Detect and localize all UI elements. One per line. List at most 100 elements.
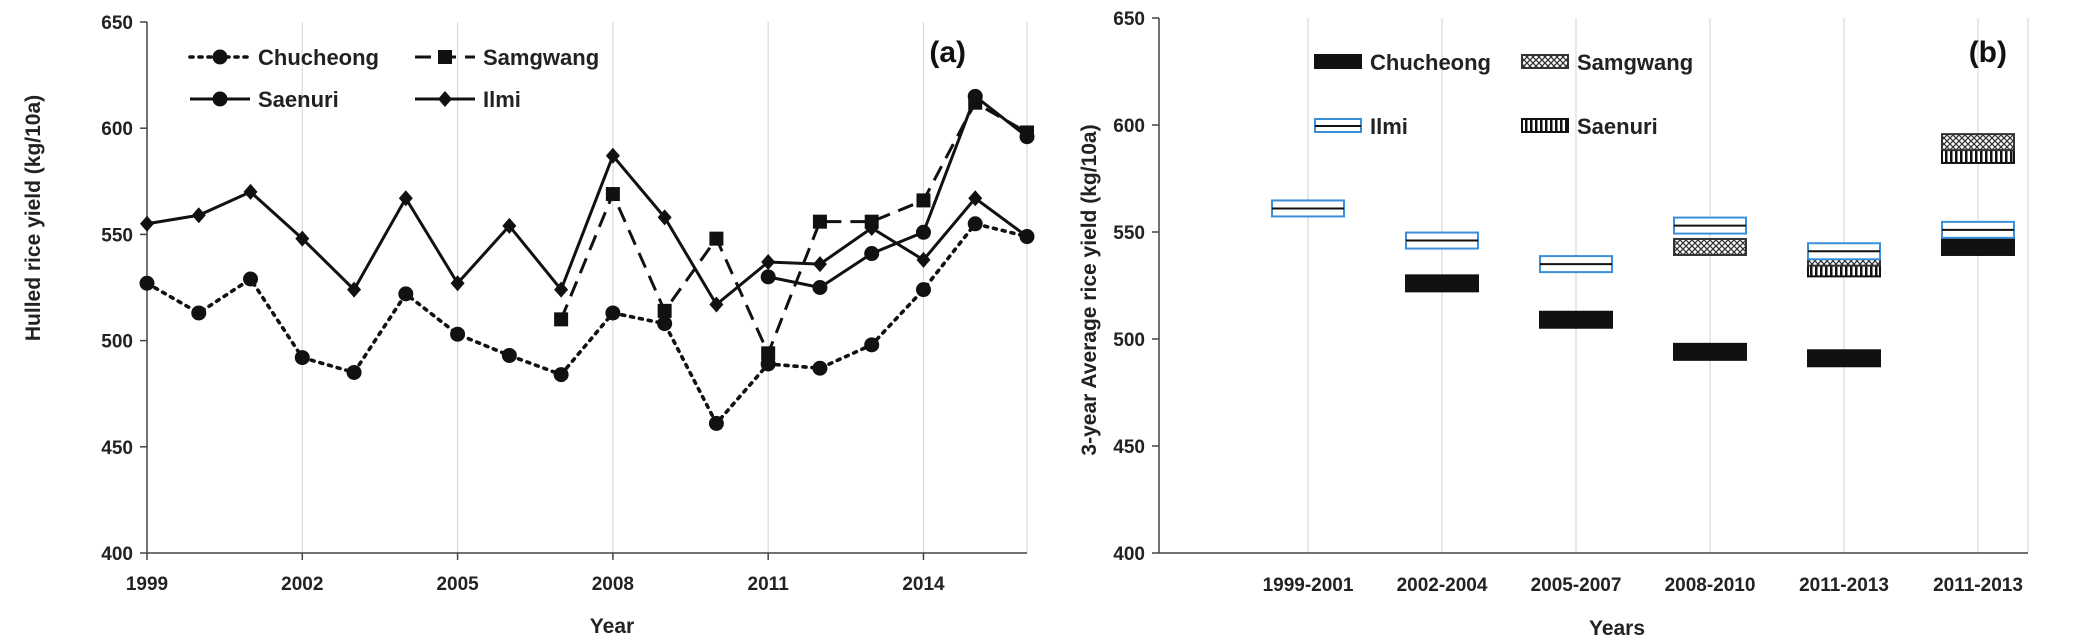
panel-b-y-tick-label: 650 [1113,9,1145,30]
data-point-ilmi [916,251,931,268]
data-point-samgwang [812,214,827,229]
data-point-samgwang [916,193,931,208]
panel-a-x-ticks: 1999 2002 2005 2008 2011 2014 [126,553,945,595]
data-point-ilmi [191,207,206,224]
box-samgwang [1673,237,1747,256]
data-point-chucheong [243,271,259,287]
panel-a-y-tick-label: 600 [101,119,133,140]
data-point-ilmi [761,254,776,271]
panel-b-y-ticks: 400 450 500 550 600 650 [1113,9,1159,565]
legend-swatch-chucheong [1314,54,1362,69]
panel-a-y-axis-label: Hulled rice yield (kg/10a) [22,95,45,341]
panel-a-x-tick-label: 2014 [902,574,945,595]
series-ilmi [140,147,1034,313]
data-point-samgwang [605,187,620,202]
panel-a-x-tick-label: 2002 [281,574,323,595]
data-point-chucheong [657,316,673,332]
legend-marker-saenuri [212,91,228,107]
series-samgwang [554,95,1034,361]
panel-a-series [139,88,1035,431]
panel-a-x-tick-label: 2005 [436,574,479,595]
data-point-saenuri [812,280,828,295]
legend-label-ilmi: Ilmi [1370,114,1408,139]
panel-b: 400 450 500 550 600 650 1999-2001 2002-2004 200… [1078,9,2029,640]
legend-label-chucheong: Chucheong [1370,50,1491,75]
panel-b-x-ticks: 1999-2001 2002-2004 2005-2007 2008-2010 2011… [1263,575,2023,596]
data-point-ilmi [243,183,258,200]
legend-entry-ilmi: Ilmi [415,87,521,112]
panel-b-x-tick-label: 1999-2001 [1263,575,1354,596]
legend-label-saenuri: Saenuri [1577,114,1658,139]
panel-a-x-tick-label: 2011 [748,574,790,595]
series-line-chucheong [145,221,1029,427]
panel-a-y-tick-label: 450 [101,438,133,459]
data-point-ilmi [864,220,879,237]
data-point-ilmi [605,147,620,164]
panel-a-y-tick-label: 400 [101,544,133,565]
legend-label-saenuri: Saenuri [258,87,339,112]
data-point-chucheong [967,216,983,232]
data-point-chucheong [346,364,362,380]
data-point-chucheong [294,350,310,366]
data-point-ilmi [657,209,672,226]
data-point-samgwang [657,303,672,318]
legend-entry-samgwang: Samgwang [1521,50,1693,75]
panel-b-y-axis-label: 3-year Average rice yield (kg/10a) [1078,124,1101,455]
panel-b-y-tick-label: 500 [1113,330,1145,351]
data-point-saenuri [967,88,983,104]
data-point-chucheong [501,347,517,363]
box-samgwang [1941,133,2015,152]
legend-marker-samgwang [438,50,452,64]
panel-b-x-axis-label: Years [1589,617,1645,640]
panel-b-x-tick-label: 2005-2007 [1531,575,1622,596]
series-ilmi [1271,199,2015,274]
data-point-saenuri [1019,129,1035,145]
data-point-samgwang [709,231,724,246]
legend-marker-ilmi [438,91,452,107]
panel-a-y-ticks: 400 450 500 550 600 650 [101,13,147,565]
data-point-ilmi [398,190,413,207]
box-chucheong [1405,274,1479,293]
series-line-saenuri [767,93,1028,290]
box-chucheong [1807,349,1881,368]
data-point-chucheong [605,305,621,321]
data-point-ilmi [968,190,983,207]
panel-b-y-tick-label: 550 [1113,223,1145,244]
panel-b-y-tick-label: 600 [1113,116,1145,137]
panel-b-x-tick-label: 2008-2010 [1665,575,1756,596]
data-point-ilmi [502,217,517,234]
data-point-chucheong [812,360,828,376]
panel-a-legend: Chucheong Samgwang Saenuri Ilmi [188,45,599,112]
data-point-chucheong [708,415,724,431]
data-point-chucheong [191,305,207,321]
data-point-saenuri [864,246,880,262]
legend-entry-chucheong: Chucheong [188,45,379,70]
box-chucheong [1941,237,2015,256]
panel-a-x-tick-label: 1999 [126,574,168,595]
panel-a-y-tick-label: 650 [101,13,133,34]
panel-a-y-tick-label: 550 [101,225,133,246]
legend-label-chucheong: Chucheong [258,45,379,70]
legend-label-samgwang: Samgwang [483,45,599,70]
panel-b-boxes [1271,133,2015,368]
legend-label-ilmi: Ilmi [483,87,521,112]
legend-marker-chucheong [212,49,228,65]
legend-entry-ilmi: Ilmi [1314,114,1408,139]
legend-label-samgwang: Samgwang [1577,50,1693,75]
data-point-ilmi [295,230,310,247]
data-point-chucheong [398,286,414,302]
panel-a-label: (a) [929,36,966,69]
panel-b-axes [1158,18,2028,554]
data-point-ilmi [347,281,362,298]
legend-swatch-samgwang [1521,54,1569,69]
data-point-ilmi [812,256,827,273]
panel-b-label: (b) [1969,36,2007,69]
panel-a-y-tick-label: 500 [101,332,133,353]
data-point-ilmi [554,281,569,298]
series-line-ilmi [146,152,1028,307]
legend-entry-samgwang: Samgwang [415,45,599,70]
legend-entry-chucheong: Chucheong [1314,50,1491,75]
panel-b-x-tick-label: 2011-2013 [1933,575,2023,596]
box-chucheong [1673,342,1747,361]
data-point-samgwang [554,312,569,327]
